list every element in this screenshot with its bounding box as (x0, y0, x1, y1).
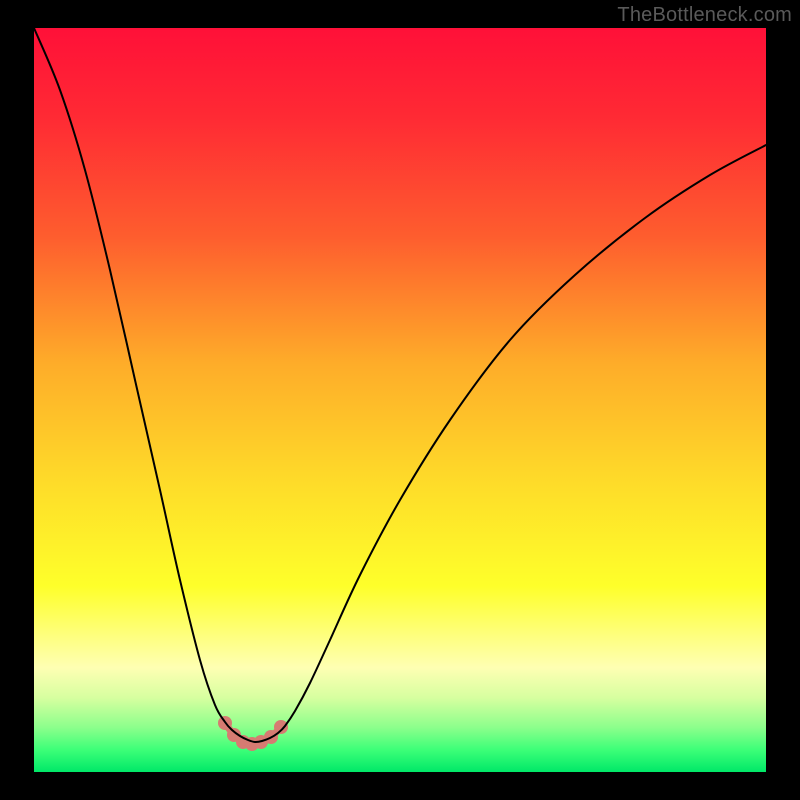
watermark-text: TheBottleneck.com (617, 4, 792, 27)
chart-container: TheBottleneck.com (0, 0, 800, 800)
chart-plot-area (34, 28, 766, 772)
bottleneck-chart (0, 0, 800, 800)
dip-marker-dot (274, 720, 288, 734)
